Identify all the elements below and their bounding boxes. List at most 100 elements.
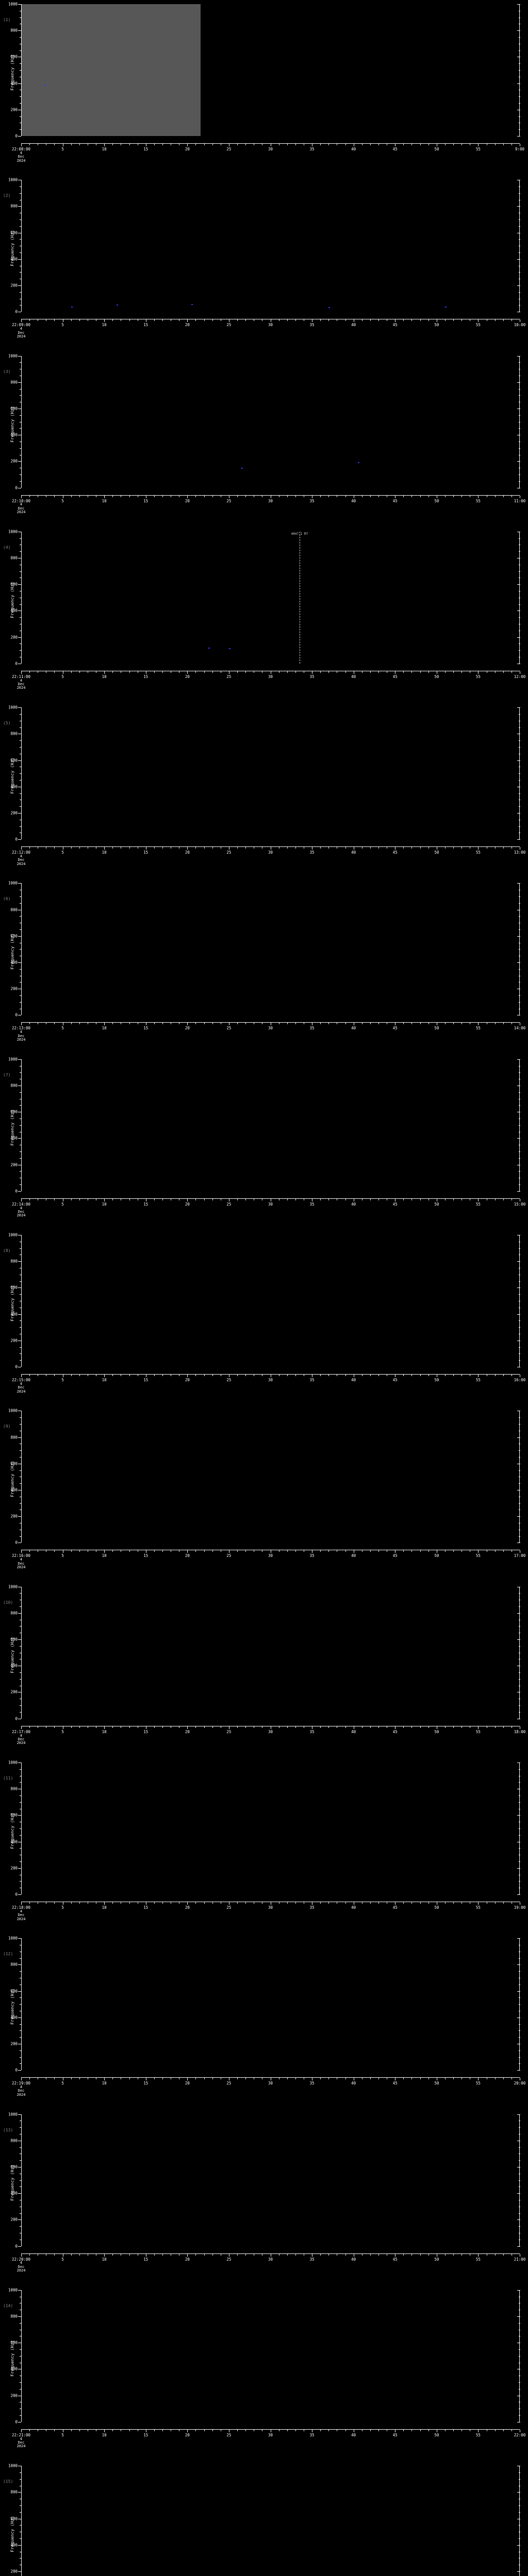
spectrogram-panel[interactable]: (9) Frequency (Hz) 0 200 400 600 800 1000 5 10 15 2…	[0, 1406, 528, 1582]
plot-area[interactable]	[21, 1059, 520, 1191]
x-minor-tick	[428, 495, 429, 497]
y-tick-right	[517, 1762, 520, 1763]
spectrogram-panel[interactable]: (2) Frequency (Hz) 0 200 400 600 800 1000 5 10 15 2…	[0, 176, 528, 351]
start-time-text: 22:08:00	[11, 147, 31, 151]
x-tick-label: 35	[309, 1729, 315, 1734]
plot-area[interactable]	[21, 180, 520, 312]
plot-area[interactable]	[21, 1411, 520, 1543]
x-minor-tick	[345, 2078, 346, 2080]
y-tick-label: 400	[10, 2191, 18, 2196]
y-tick-label: 1000	[8, 353, 18, 358]
plot-area[interactable]	[21, 707, 520, 839]
y-tick-label: 600	[10, 1461, 18, 1466]
x-tick-label: 25	[226, 147, 232, 151]
spectrogram-panel[interactable]: (8) Frequency (Hz) 0 200 400 600 800 1000 5 10 15 2…	[0, 1231, 528, 1406]
y-minor-tick	[20, 1997, 21, 1998]
plot-area[interactable]	[21, 1587, 520, 1719]
start-time-text: 22:11:00	[11, 674, 31, 679]
x-minor-tick	[461, 1023, 463, 1025]
y-minor-tick-right	[519, 305, 520, 306]
spectrogram-panel[interactable]: (6) Frequency (Hz) 0 200 400 600 800 1000 5 10 15 2…	[0, 879, 528, 1055]
plot-area[interactable]	[21, 883, 520, 1015]
spectrogram-panel[interactable]: (11) Frequency (Hz) 0 200 400 600 800 1000 5 10 15…	[0, 1758, 528, 1934]
spectrogram-panel[interactable]: (13) Frequency (Hz) 0 200 400 600 800 1000 5 10 15…	[0, 2110, 528, 2286]
start-month: Dec	[18, 1561, 25, 1566]
plot-area[interactable]	[21, 2466, 520, 2576]
x-minor-tick	[54, 1550, 55, 1552]
x-minor-tick	[162, 2429, 163, 2431]
plot-area[interactable]	[21, 4, 520, 136]
x-minor-tick	[204, 2253, 205, 2256]
start-time-text: 22:16:00	[11, 1553, 31, 1558]
plot-area[interactable]	[21, 1235, 520, 1367]
y-minor-tick-right	[519, 1782, 520, 1783]
x-minor-tick	[245, 2253, 246, 2256]
x-minor-tick	[320, 1198, 321, 1200]
x-minor-tick	[162, 2253, 163, 2256]
y-minor-tick	[20, 604, 21, 605]
x-minor-tick	[428, 1726, 429, 1728]
panel-start-time: 22:14:00 4 Dec 2024	[12, 1202, 30, 1218]
plot-area[interactable]	[21, 2290, 520, 2422]
y-minor-tick	[20, 2512, 21, 2513]
plot-area[interactable]	[21, 2114, 520, 2246]
x-minor-tick	[195, 1198, 196, 1200]
x-minor-tick	[154, 2078, 155, 2080]
plot-area[interactable]	[21, 1762, 520, 1894]
y-minor-tick-right	[519, 617, 520, 618]
plot-area[interactable]	[21, 1938, 520, 2070]
spectrogram-panel[interactable]: (5) Frequency (Hz) 0 200 400 600 800 1000 5 10 15 2…	[0, 703, 528, 879]
spectrogram-panel[interactable]: (7) Frequency (Hz) 0 200 400 600 800 1000 5 10 15 2…	[0, 1055, 528, 1231]
detection-marker	[228, 648, 230, 650]
y-minor-tick	[20, 740, 21, 741]
plot-area[interactable]	[21, 532, 520, 664]
y-minor-tick-right	[519, 1679, 520, 1680]
x-minor-tick	[494, 495, 496, 497]
x-minor-tick	[320, 1023, 321, 1025]
y-minor-tick	[20, 1360, 21, 1361]
y-axis-title: Frequency (Hz)	[10, 933, 15, 970]
spectrogram-panel[interactable]: (1) Frequency (Hz) 0 200 400 600 800 1000 5 10 15 2…	[0, 0, 528, 176]
y-tick-label: 400	[10, 784, 18, 789]
y-minor-tick-right	[519, 239, 520, 240]
y-tick	[18, 2070, 21, 2071]
spectrogram-panel[interactable]: (14) Frequency (Hz) 0 200 400 600 800 1000 5 10 15…	[0, 2286, 528, 2462]
spectrogram-panel[interactable]: (10) Frequency (Hz) 0 200 400 600 800 1000 5 10 15…	[0, 1583, 528, 1758]
spectrogram-panel[interactable]: (4) Frequency (Hz) 0 200 400 600 800 1000 5 10 15 2…	[0, 528, 528, 703]
x-minor-tick	[112, 2429, 113, 2431]
y-tick	[18, 1762, 21, 1763]
panel-start-time: 22:13:00 4 Dec 2024	[12, 1026, 30, 1042]
y-minor-tick	[20, 1118, 21, 1119]
y-minor-tick	[20, 1294, 21, 1295]
y-minor-tick-right	[519, 571, 520, 572]
x-tick-label: 25	[226, 1378, 232, 1383]
y-minor-tick	[20, 103, 21, 104]
x-minor-tick	[428, 1198, 429, 1200]
panel-start-time: 22:19:00 4 Dec 2024	[12, 2081, 30, 2097]
y-tick-label: 0	[15, 1892, 18, 1897]
x-minor-tick	[195, 847, 196, 849]
x-minor-tick	[245, 319, 246, 321]
spectrogram-panel[interactable]: (3) Frequency (Hz) 0 200 400 600 800 1000 5 10 15 2…	[0, 352, 528, 528]
plot-area[interactable]	[21, 356, 520, 488]
y-minor-tick	[20, 643, 21, 645]
x-tick	[187, 2253, 188, 2257]
y-minor-tick-right	[519, 2057, 520, 2058]
panel-end-time: 15:00	[514, 1201, 526, 1207]
x-minor-tick	[503, 671, 504, 673]
x-minor-tick	[79, 1726, 80, 1728]
y-tick-label: 200	[10, 2217, 18, 2222]
x-minor-tick	[370, 2078, 371, 2080]
axis-right	[519, 2466, 520, 2576]
y-minor-tick-right	[519, 63, 520, 64]
y-minor-tick	[20, 2004, 21, 2005]
spectrogram-panel[interactable]: (15)Frequency (Hz)0200400600800100051015…	[0, 2462, 528, 2576]
x-minor-tick	[320, 1375, 321, 1377]
x-minor-tick	[403, 1198, 404, 1200]
y-minor-tick	[20, 1483, 21, 1484]
panel-number: (7)	[3, 1072, 11, 1077]
x-minor-tick	[378, 2429, 380, 2431]
y-minor-tick	[20, 650, 21, 651]
y-minor-tick	[20, 2213, 21, 2214]
spectrogram-panel[interactable]: (12) Frequency (Hz) 0 200 400 600 800 1000 5 10 15…	[0, 1934, 528, 2110]
